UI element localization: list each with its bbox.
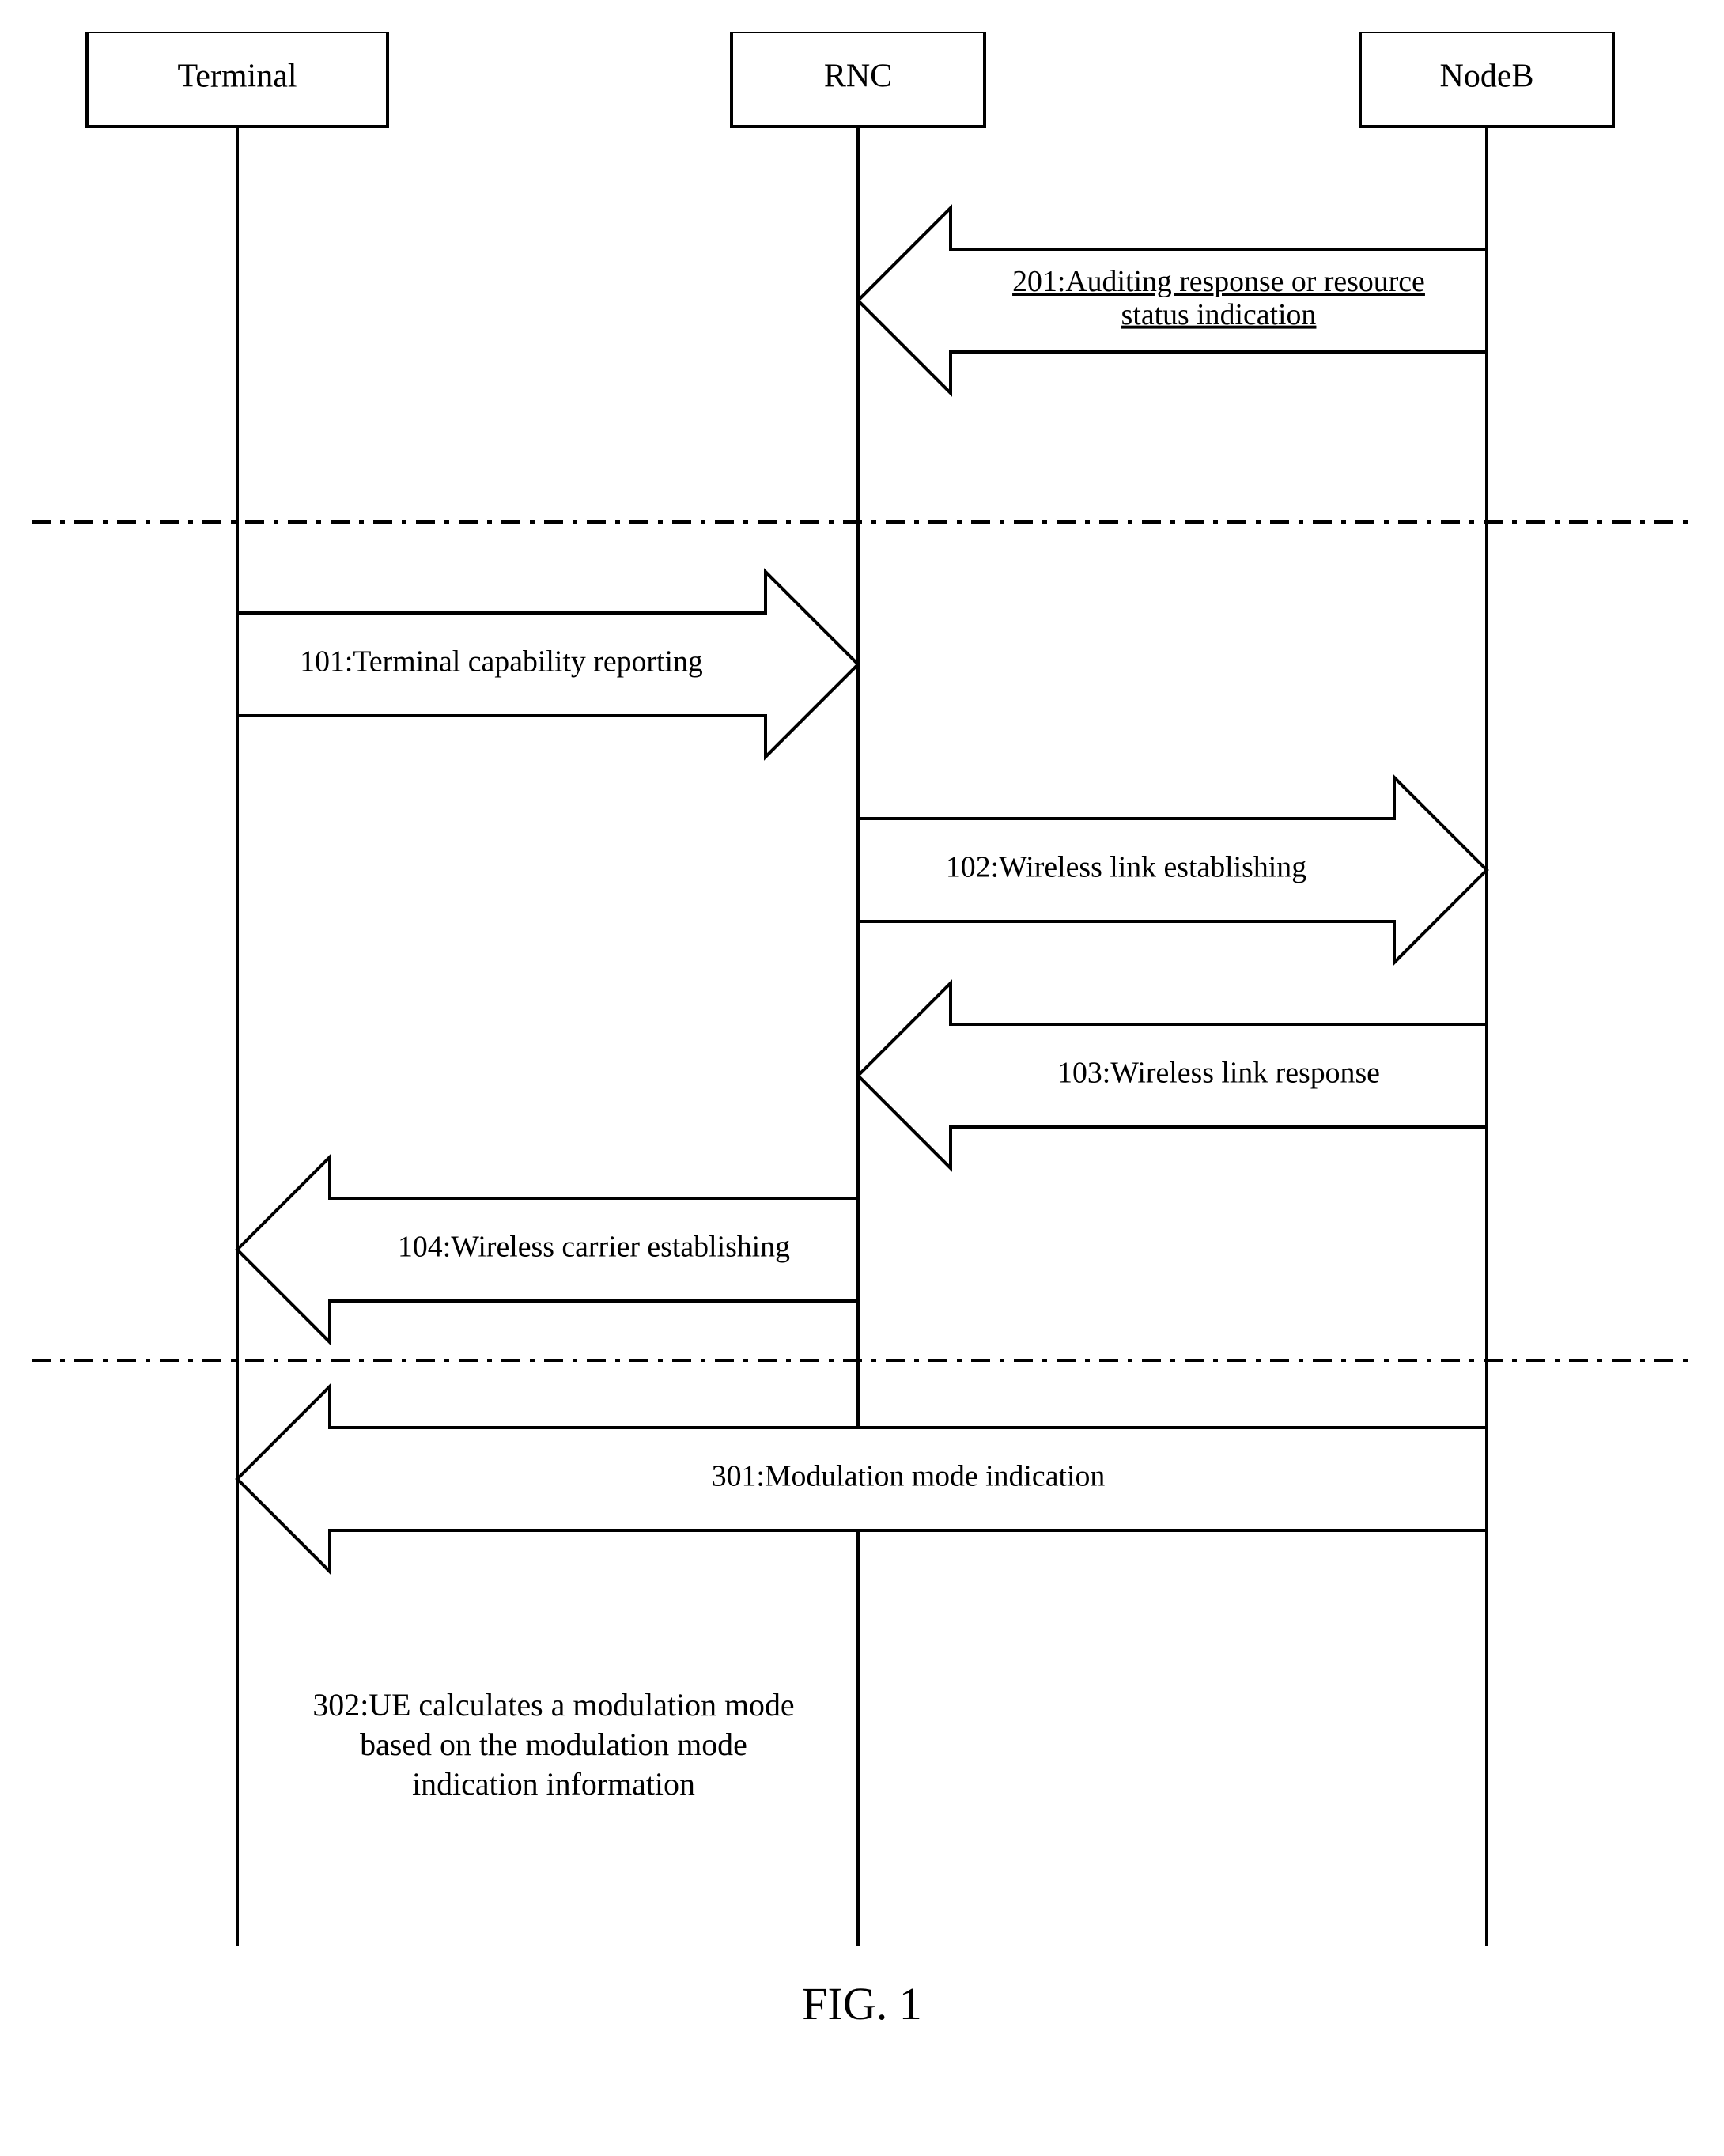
msg301-label: 301:Modulation mode indication — [712, 1460, 1106, 1493]
msg101-label: 101:Terminal capability reporting — [300, 645, 703, 679]
figure-caption: FIG. 1 — [32, 1977, 1692, 2030]
sequence-diagram: TerminalRNCNodeB201:Auditing response or… — [32, 32, 1692, 2030]
msg103-label: 103:Wireless link response — [1057, 1057, 1380, 1090]
msg102-label: 102:Wireless link establishing — [946, 851, 1306, 884]
note302-line-0: 302:UE calculates a modulation mode — [312, 1687, 794, 1723]
actor-label-rnc: RNC — [824, 59, 892, 95]
diagram-svg: TerminalRNCNodeB201:Auditing response or… — [32, 32, 1692, 1946]
actor-label-terminal: Terminal — [178, 59, 297, 95]
note302-line-1: based on the modulation mode — [360, 1727, 747, 1762]
note302: 302:UE calculates a modulation mode based… — [312, 1687, 794, 1802]
actor-label-nodeb: NodeB — [1440, 59, 1534, 95]
msg104-label: 104:Wireless carrier establishing — [398, 1231, 790, 1264]
note302-line-2: indication information — [412, 1766, 695, 1802]
